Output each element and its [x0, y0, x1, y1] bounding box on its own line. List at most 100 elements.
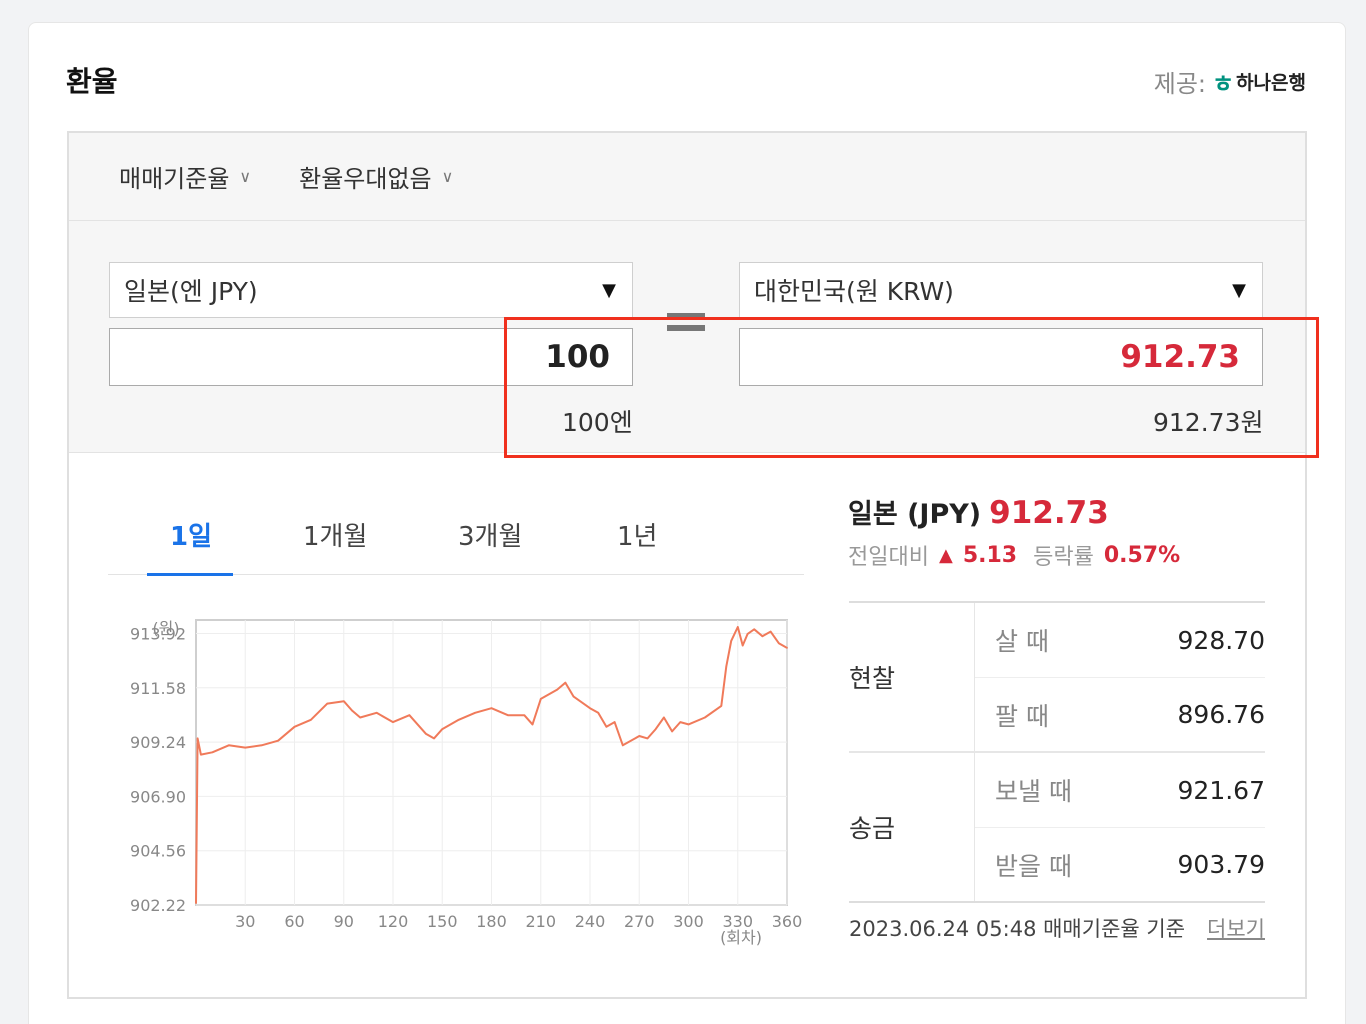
remit-send-row: 보낼 때 921.67 [975, 753, 1265, 827]
series-line [195, 626, 788, 904]
data-point [310, 718, 312, 721]
y-tick-label: 902.22 [130, 896, 186, 915]
y-tick-label: 911.58 [130, 679, 186, 698]
change-value: 5.13 [962, 542, 1018, 568]
data-point [523, 714, 526, 716]
to-amount-value: 912.73 [1120, 339, 1240, 375]
x-tick-label: 240 [575, 912, 606, 931]
data-point [228, 744, 230, 747]
data-point [741, 644, 744, 647]
remit-send-label: 보낼 때 [995, 777, 1072, 806]
data-point [441, 728, 444, 730]
converter-options: 매매기준율 ∨ 환율우대없음 ∨ [69, 133, 1305, 221]
data-point [622, 744, 624, 747]
tab-1-month[interactable]: 1개월 [303, 522, 368, 552]
cash-buy-label: 살 때 [995, 627, 1049, 656]
y-tick-label: 909.24 [130, 733, 186, 752]
data-point [572, 695, 575, 698]
data-point [613, 721, 616, 723]
x-tick-label: 330 [722, 912, 753, 931]
cash-group: 현찰 살 때 928.70 팔 때 896.76 [849, 603, 1265, 753]
tab-1-day[interactable]: 1일 [170, 522, 213, 552]
converter-body: 일본(엔 JPY) ▼ 100 100엔 대한민국(원 KRW) ▼ 912.7… [69, 221, 1305, 453]
x-tick-label: 60 [284, 912, 304, 931]
footnote-text: 2023.06.24 05:48 매매기준율 기준 [849, 917, 1186, 941]
more-link[interactable]: 더보기 [1207, 917, 1265, 941]
from-amount-caption: 100엔 [562, 408, 633, 437]
data-point [671, 730, 673, 733]
x-axis-label: (회차) [720, 928, 762, 947]
y-tick-label: 906.90 [130, 787, 186, 806]
rate-type-label: 매매기준율 [119, 165, 230, 193]
data-point [293, 725, 296, 728]
provider: 제공: ㅎ 하나은행 [1154, 64, 1306, 99]
rate-value: 0.57% [1103, 542, 1181, 568]
data-point [736, 626, 739, 628]
data-point [531, 723, 534, 726]
x-tick-label: 180 [476, 912, 507, 931]
data-point [244, 746, 247, 749]
chevron-down-icon: ∨ [239, 167, 252, 186]
converter-panel: 매매기준율 ∨ 환율우대없음 ∨ 일본(엔 JPY) ▼ 100 100엔 대한… [67, 131, 1307, 999]
cash-buy-value: 928.70 [1177, 625, 1265, 655]
data-point [539, 698, 542, 700]
preferential-dropdown[interactable]: 환율우대없음 ∨ [299, 159, 453, 194]
rate-summary: 일본 (JPY) 912.73 전일대비 ▲ 5.13 등락률 0.57% [848, 492, 1268, 571]
x-tick-label: 300 [673, 912, 704, 931]
remit-group: 송금 보낼 때 921.67 받을 때 903.79 [849, 753, 1265, 901]
provider-name: 하나은행 [1236, 72, 1306, 94]
up-triangle-icon: ▲ [938, 544, 953, 566]
data-point [351, 709, 353, 712]
to-amount-input[interactable]: 912.73 [739, 328, 1263, 386]
caret-down-icon: ▼ [1232, 279, 1246, 301]
data-point [654, 728, 657, 730]
data-point [359, 716, 361, 719]
remit-receive-label: 받을 때 [995, 851, 1072, 881]
data-point [408, 714, 411, 716]
data-point [260, 744, 263, 747]
data-point [564, 681, 567, 684]
cash-sell-value: 896.76 [1177, 700, 1265, 729]
data-point [392, 721, 394, 723]
remit-send-value: 921.67 [1177, 775, 1265, 805]
rate-label: 등락률 [1033, 545, 1094, 570]
summary-value: 912.73 [989, 495, 1109, 531]
summary-change: 전일대비 ▲ 5.13 등락률 0.57% [848, 539, 1268, 571]
chevron-down-icon: ∨ [441, 167, 454, 186]
to-currency-label: 대한민국(원 KRW) [754, 277, 954, 306]
from-amount-input[interactable]: 100 [109, 328, 633, 386]
data-point [777, 642, 780, 645]
remit-label: 송금 [849, 753, 975, 901]
data-point [753, 628, 755, 631]
rate-type-dropdown[interactable]: 매매기준율 ∨ [119, 159, 251, 194]
x-tick-label: 30 [235, 912, 255, 931]
period-tabs: 1일 1개월 3개월 1년 [108, 500, 804, 576]
remit-receive-row: 받을 때 903.79 [975, 827, 1265, 901]
y-axis-label: (원) [152, 619, 179, 638]
data-point [457, 718, 460, 721]
x-tick-label: 150 [427, 912, 458, 931]
data-point [195, 902, 197, 904]
data-point [326, 702, 329, 705]
data-point [646, 737, 649, 740]
rate-table: 현찰 살 때 928.70 팔 때 896.76 송금 보낼 때 921.67 … [849, 601, 1265, 903]
page-title: 환율 [66, 65, 118, 98]
cash-label: 현찰 [849, 603, 975, 751]
from-currency-label: 일본(엔 JPY) [124, 277, 258, 306]
hana-bank-logo-icon[interactable]: ㅎ 하나은행 [1212, 64, 1306, 99]
y-tick-label: 913.92 [130, 624, 186, 643]
data-point [663, 716, 665, 719]
data-point [589, 707, 591, 709]
data-point [786, 647, 788, 649]
from-currency-select[interactable]: 일본(엔 JPY) ▼ [109, 262, 633, 318]
data-point [211, 751, 214, 754]
data-point [474, 712, 476, 714]
data-point [433, 737, 435, 740]
data-point [679, 721, 682, 723]
tab-1-year[interactable]: 1년 [617, 522, 658, 552]
hana-mark-icon: ㅎ [1211, 70, 1235, 98]
to-currency-select[interactable]: 대한민국(원 KRW) ▼ [739, 262, 1263, 318]
cash-sell-label: 팔 때 [995, 701, 1049, 731]
tab-3-months[interactable]: 3개월 [458, 522, 523, 552]
data-point [507, 714, 509, 716]
